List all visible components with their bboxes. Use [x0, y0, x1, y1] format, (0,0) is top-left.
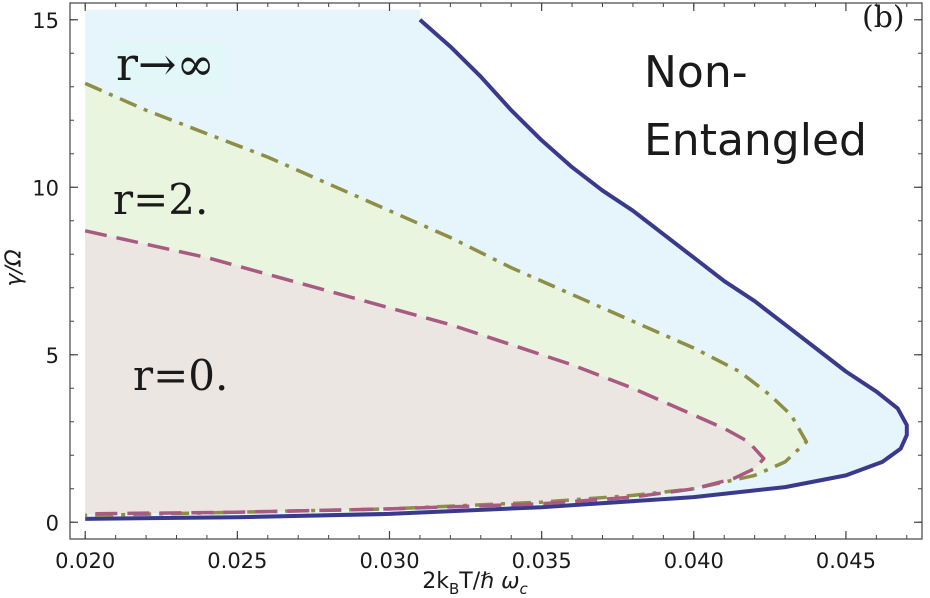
x-tick-label: 0.020	[55, 549, 115, 573]
y-tick-label: 15	[32, 9, 59, 33]
axis-ticks: 0.020 0.025 0.030 0.035 0.040 0.045 0 5 10 15	[32, 3, 922, 573]
y-tick-label: 0	[46, 511, 59, 535]
r-zero-label: r=0.	[133, 351, 228, 400]
plot-frame	[69, 2, 923, 540]
x-tick-label: 0.040	[664, 549, 724, 573]
r-zero-boundary-line	[84, 229, 766, 516]
x-tick-label: 0.030	[359, 549, 419, 573]
x-tick-label: 0.035	[512, 549, 572, 573]
non-entangled-label-line2: Entangled	[644, 115, 867, 166]
r-zero-region-fill	[85, 230, 764, 514]
y-tick-label: 10	[32, 176, 59, 200]
y-tick-label: 5	[46, 344, 59, 368]
panel-label: (b)	[862, 0, 905, 35]
boundary-curves	[84, 18, 909, 521]
region-fills	[85, 9, 907, 519]
r-inf-label-background	[113, 42, 225, 94]
x-axis-title: 2kBT/ℏ ωc	[422, 569, 528, 598]
x-tick-label: 0.045	[816, 549, 876, 573]
non-entangled-label-line1: Non-	[644, 47, 748, 98]
x-tick-label: 0.025	[207, 549, 267, 573]
r-two-boundary-line	[84, 81, 809, 518]
y-axis-title: γ/Ω	[2, 249, 27, 286]
r-two-label: r=2.	[113, 175, 208, 224]
r-inf-boundary-line	[85, 18, 909, 521]
r-inf-label: r→∞	[116, 37, 215, 91]
